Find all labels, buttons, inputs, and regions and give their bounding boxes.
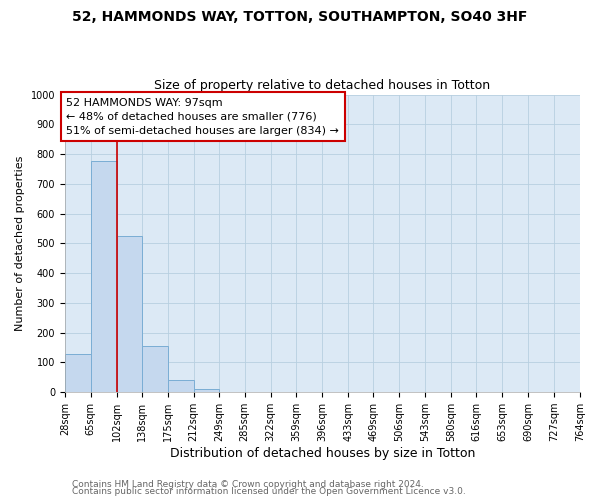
Bar (167, 380, 194, 392)
Bar (91, 161, 116, 392)
Bar (65, 354, 91, 392)
Text: Contains public sector information licensed under the Open Government Licence v3: Contains public sector information licen… (72, 488, 466, 496)
Text: Contains HM Land Registry data © Crown copyright and database right 2024.: Contains HM Land Registry data © Crown c… (72, 480, 424, 489)
Bar (194, 389, 220, 392)
Bar (142, 346, 167, 392)
Text: 52, HAMMONDS WAY, TOTTON, SOUTHAMPTON, SO40 3HF: 52, HAMMONDS WAY, TOTTON, SOUTHAMPTON, S… (73, 10, 527, 24)
Bar (116, 236, 142, 392)
Y-axis label: Number of detached properties: Number of detached properties (15, 156, 25, 331)
Text: 52 HAMMONDS WAY: 97sqm
← 48% of detached houses are smaller (776)
51% of semi-de: 52 HAMMONDS WAY: 97sqm ← 48% of detached… (66, 98, 339, 136)
Title: Size of property relative to detached houses in Totton: Size of property relative to detached ho… (154, 79, 490, 92)
X-axis label: Distribution of detached houses by size in Totton: Distribution of detached houses by size … (170, 447, 475, 460)
